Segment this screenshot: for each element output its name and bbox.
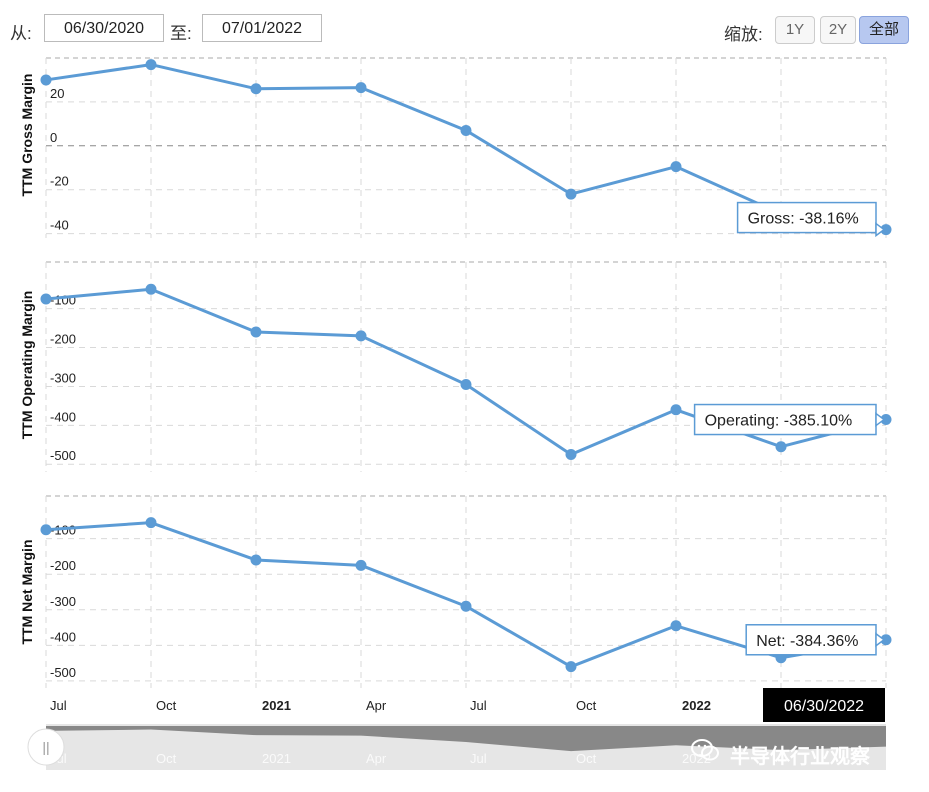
watermark-text: 半导体行业观察 — [730, 746, 870, 768]
watermark: 半导体行业观察 — [690, 734, 920, 770]
x-tick-label: 2022 — [682, 698, 711, 713]
tooltip-box — [745, 624, 877, 656]
y-tick-label: -300 — [50, 594, 76, 609]
wechat-icon — [690, 738, 720, 762]
data-point — [145, 517, 157, 529]
data-point — [40, 293, 52, 305]
crosshair-date-label: 06/30/2022 — [784, 698, 864, 715]
navigator-handle-glyph: || — [42, 739, 49, 755]
y-tick-label: -100 — [50, 293, 76, 308]
data-point — [145, 283, 157, 295]
data-point — [880, 634, 892, 646]
tooltip-box — [736, 201, 877, 234]
y-axis-title: TTM Net Margin — [19, 540, 35, 645]
tooltip-box — [693, 403, 877, 436]
tooltip-gross: Gross: -38.16% — [736, 201, 886, 238]
data-point — [775, 441, 787, 453]
data-point — [880, 224, 892, 236]
data-point — [355, 82, 367, 94]
data-point — [250, 554, 262, 566]
data-point — [40, 74, 52, 86]
data-point — [670, 161, 682, 173]
y-tick-label: 20 — [50, 86, 64, 101]
y-tick-label: -200 — [50, 332, 76, 347]
navigator-tick-label: 2021 — [262, 751, 291, 766]
x-tick-label: Jul — [470, 698, 487, 713]
tooltip-net: Net: -384.36% — [745, 624, 886, 656]
navigator-tick-label: Oct — [576, 751, 597, 766]
data-point — [40, 524, 52, 536]
data-point — [670, 404, 682, 416]
chart-panel-2: -100 -200 -300 -400 -500 TTM Operating Margin… — [19, 261, 892, 472]
zoom-all-button[interactable]: 全部 — [859, 16, 909, 44]
zoom-label: 缩放: — [724, 25, 763, 44]
navigator-area — [46, 726, 886, 752]
data-point — [460, 379, 472, 390]
x-tick-label: Apr — [366, 698, 387, 713]
y-tick-label: -40 — [50, 218, 69, 233]
navigator-handle-circle — [27, 728, 65, 766]
range-selector-bar: 从: 06/30/2020 至: 07/01/2022 缩放: 1Y 2Y 全部 — [0, 0, 929, 52]
y-tick-label: -20 — [50, 174, 69, 189]
navigator-left-handle[interactable]: || — [27, 728, 65, 766]
y-tick-label: -100 — [50, 523, 76, 538]
data-point — [145, 59, 157, 71]
y-tick-label: -500 — [50, 665, 76, 680]
zoom-2y-button[interactable]: 2Y — [820, 16, 856, 44]
x-tick-label: Oct — [576, 698, 597, 713]
y-tick-label: -400 — [50, 409, 76, 424]
data-point — [565, 449, 577, 460]
data-point — [355, 559, 367, 571]
chart-panel-3: -100 -200 -300 -400 -500 TTM Net Margin Net: -… — [19, 495, 892, 688]
tooltip-text: Net: -384.36% — [756, 633, 858, 650]
chart-panel-1: 20 0 -20 -40 TTM Gross Margin Gross: -38.16% — [19, 57, 892, 238]
y-axis-title: TTM Operating Margin — [19, 291, 35, 440]
crosshair-date-box — [763, 688, 885, 722]
y-tick-label: -200 — [50, 558, 76, 573]
data-point — [250, 83, 262, 95]
tooltip-text: Operating: -385.10% — [705, 413, 853, 430]
y-tick-label: 0 — [50, 130, 57, 145]
navigator-tick-label: Apr — [366, 751, 387, 766]
to-date-input[interactable]: 07/01/2022 — [202, 14, 322, 42]
navigator-tick-label: Jul — [470, 751, 487, 766]
y-tick-label: -400 — [50, 629, 76, 644]
to-label: 至: — [170, 24, 192, 43]
data-point — [670, 620, 682, 632]
data-point — [355, 330, 367, 342]
data-point — [460, 600, 472, 612]
y-tick-label: -300 — [50, 370, 76, 385]
tooltip-text: Gross: -38.16% — [748, 211, 859, 228]
y-tick-label: -500 — [50, 448, 76, 463]
from-date-input[interactable]: 06/30/2020 — [44, 14, 164, 42]
data-point — [565, 661, 577, 673]
data-point — [880, 414, 892, 426]
tooltip-operating: Operating: -385.10% — [693, 403, 886, 436]
x-tick-label: Jul — [50, 698, 67, 713]
y-axis-title: TTM Gross Margin — [19, 74, 35, 197]
x-tick-label: 2021 — [262, 698, 291, 713]
x-tick-label: Oct — [156, 698, 177, 713]
zoom-1y-button[interactable]: 1Y — [775, 16, 815, 44]
tooltip-pointer — [875, 222, 886, 238]
data-point — [460, 124, 472, 136]
from-label: 从: — [10, 24, 32, 43]
tooltip-pointer — [875, 412, 886, 428]
navigator-tick-label: 2022 — [682, 751, 711, 766]
tooltip-pointer — [875, 632, 886, 648]
navigator-tick-label: Oct — [156, 751, 177, 766]
data-point — [250, 326, 262, 338]
data-point — [565, 188, 577, 200]
